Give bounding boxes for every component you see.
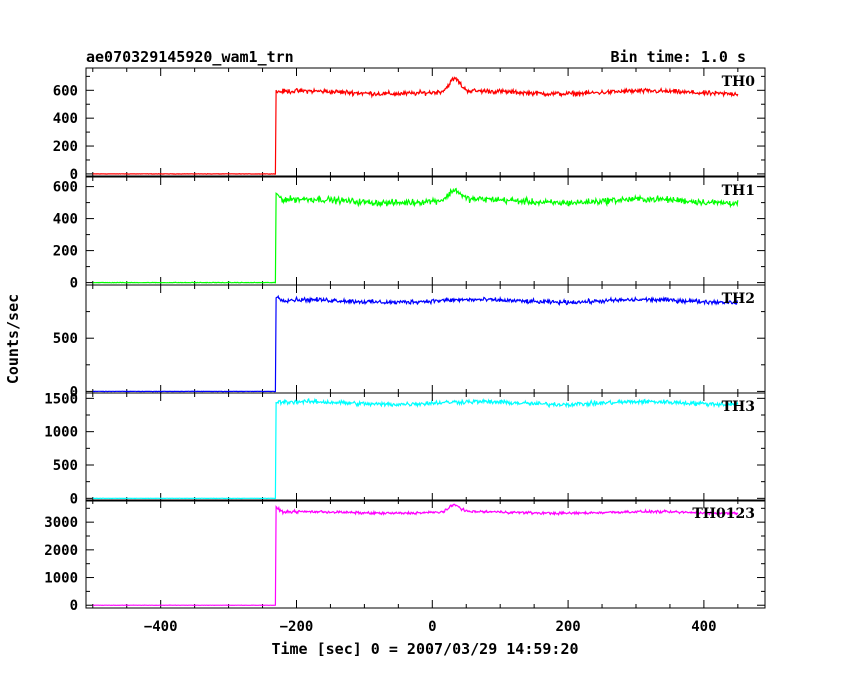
panel-label-th3: TH3 [722, 399, 755, 415]
y-tick-label: 400 [53, 212, 78, 228]
panel-frame-th3 [85, 392, 766, 502]
x-axis-label: Time [sec] 0 = 2007/03/29 14:59:20 [271, 640, 578, 658]
series-line-th0123 [92, 503, 739, 607]
y-tick-label: 600 [53, 180, 78, 196]
panel-frame-th0123 [85, 499, 766, 609]
y-tick-label: 0 [70, 491, 78, 507]
series-line-th2 [92, 294, 738, 393]
panel-label-th0123: TH0123 [692, 506, 755, 522]
y-tick-label: 1000 [44, 571, 78, 587]
y-tick-label: 500 [53, 331, 78, 347]
x-tick-label: 400 [691, 619, 716, 635]
y-tick-label: 0 [70, 384, 78, 400]
panels-group: 0 200 400 600 TH0 0 200 400 600 TH1 0 500 TH2 0 500 100… [44, 67, 766, 635]
y-tick-label: 600 [53, 83, 78, 99]
chart-title: ae070329145920_wam1_trn [86, 48, 294, 66]
panel-label-th2: TH2 [722, 291, 755, 307]
panel-label-th0: TH0 [722, 74, 756, 90]
y-tick-label: 2000 [44, 543, 78, 559]
y-tick-label: 3000 [44, 515, 78, 531]
series-line-th3 [92, 397, 739, 500]
y-axis-label: Counts/sec [4, 294, 22, 384]
y-tick-label: 500 [53, 458, 78, 474]
y-tick-label: 0 [70, 598, 78, 614]
y-tick-label: 0 [70, 276, 78, 292]
y-tick-label: 0 [70, 167, 78, 183]
y-tick-label: 200 [53, 244, 78, 260]
panel-frame-th1 [85, 176, 766, 286]
x-tick-label: −400 [144, 619, 178, 635]
y-tick-label: 400 [53, 111, 78, 127]
panel-frame-th0 [85, 67, 766, 177]
y-tick-label: 1500 [44, 391, 78, 407]
series-line-th0 [92, 76, 739, 175]
x-tick-label: 0 [428, 619, 436, 635]
x-tick-label: 200 [555, 619, 580, 635]
panel-label-th1: TH1 [722, 183, 755, 199]
series-line-th1 [92, 187, 739, 284]
x-tick-label: −200 [280, 619, 314, 635]
y-tick-label: 200 [53, 139, 78, 155]
bin-time-label: Bin time: 1.0 s [611, 48, 746, 66]
y-tick-label: 1000 [44, 425, 78, 441]
